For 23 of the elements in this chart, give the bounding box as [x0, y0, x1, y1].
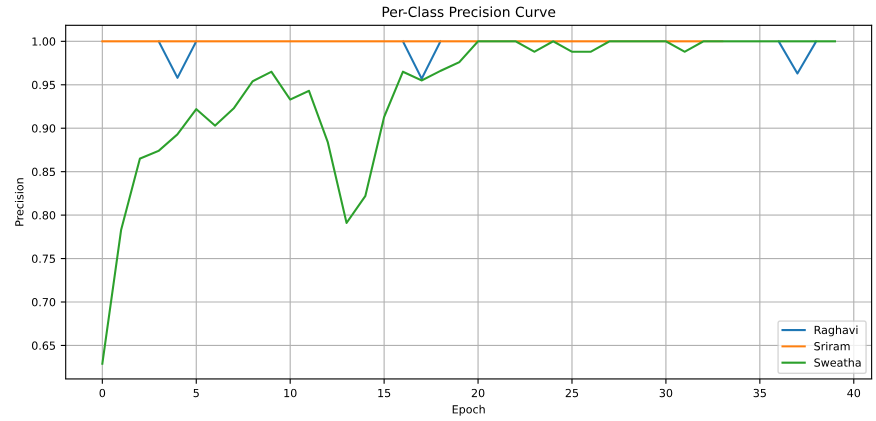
- x-tick-label: 35: [754, 388, 766, 398]
- chart-title: Per-Class Precision Curve: [382, 6, 556, 18]
- legend-label: Raghavi: [814, 326, 858, 336]
- y-tick-label: 0.80: [32, 211, 56, 220]
- x-tick-label: 30: [660, 388, 672, 398]
- legend-label: Sweatha: [814, 358, 861, 367]
- y-tick-label: 0.65: [32, 341, 56, 350]
- x-tick-label: 0: [100, 388, 106, 398]
- x-tick-label: 15: [378, 388, 390, 398]
- y-tick-label: 0.70: [32, 298, 56, 306]
- x-tick-label: 25: [566, 388, 578, 398]
- y-tick-label: 0.75: [32, 254, 56, 263]
- y-tick-label: 1.00: [32, 37, 56, 46]
- y-tick-label: 0.95: [32, 80, 56, 90]
- x-axis-title: Epoch: [452, 404, 485, 416]
- y-tick-label: 0.85: [32, 168, 56, 176]
- x-tick-label: 10: [284, 388, 297, 398]
- x-tick-label: 20: [472, 388, 484, 398]
- x-tick-label: 40: [847, 388, 860, 398]
- y-tick-label: 0.90: [32, 124, 56, 133]
- legend-label: Sriram: [814, 342, 850, 350]
- y-axis-title: Precision: [14, 178, 24, 226]
- x-tick-label: 5: [194, 388, 199, 398]
